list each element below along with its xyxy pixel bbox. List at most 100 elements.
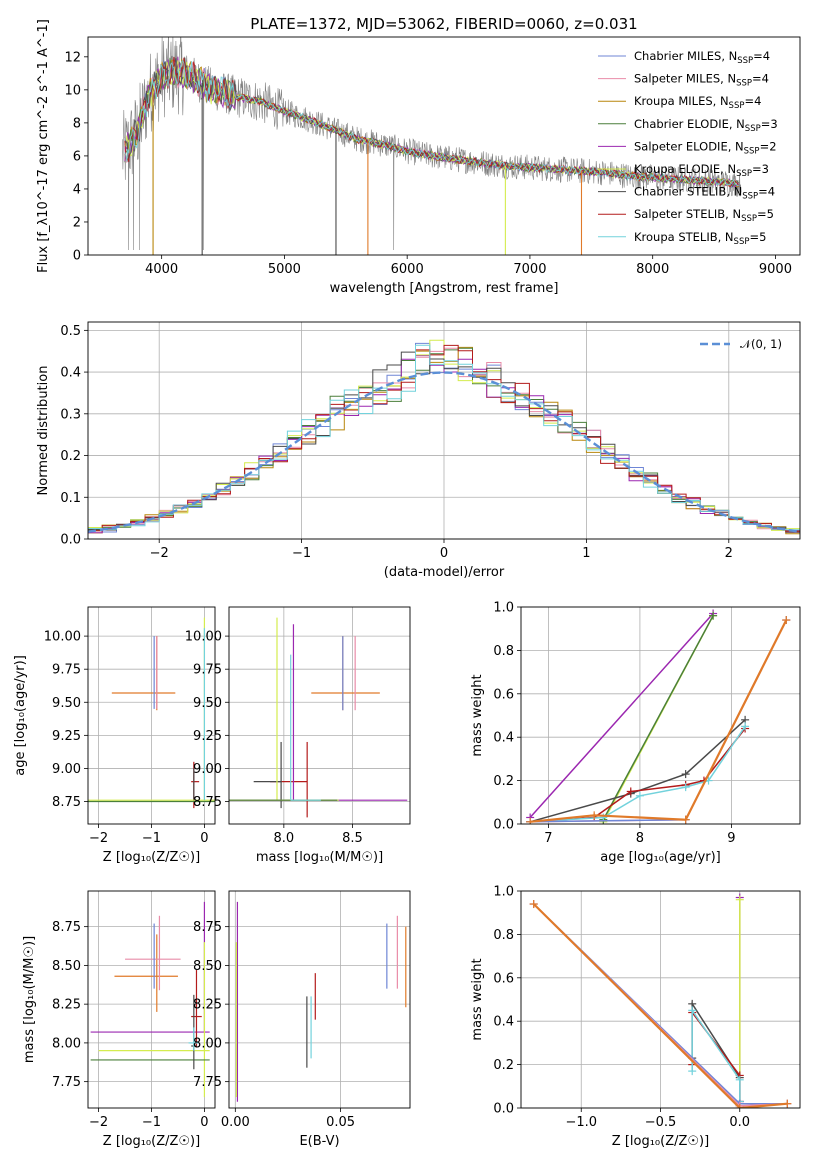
x-tick-label: 5000 [268, 262, 301, 277]
y-tick-label: 9.50 [52, 696, 81, 711]
y-tick-label: 8.75 [193, 920, 222, 935]
axes-residuals: −2 −1 0 1 2 0.0 0.1 0.2 0.3 0.4 0.5 (data-model)/er… [36, 321, 801, 580]
legend-entry: Salpeter STELIB, NSSP=5 [634, 207, 774, 224]
x-tick-label: 8 [636, 831, 644, 846]
axes-age_vs_mass: 8.0 8.5 8.75 9.00 9.25 9.50 9.75 10.00 mass [log… [185, 606, 411, 865]
y-tick-label: 0.4 [493, 1015, 514, 1030]
x-axis-label: Z [log₁₀(Z/Z☉)] [103, 1134, 200, 1149]
y-tick-label: 8.25 [193, 998, 222, 1013]
y-axis-label: mass [log₁₀(M/M☉)] [22, 936, 37, 1063]
y-tick-label: 8.00 [193, 1036, 222, 1051]
x-tick-label: 0.00 [221, 1115, 250, 1130]
x-tick-label: −1.0 [565, 1115, 597, 1130]
axes-frame [520, 890, 801, 1109]
model-line-kroupa_stelib [124, 59, 739, 187]
histogram-step-salpeter_stelib [88, 344, 800, 535]
x-axis-label: E(B-V) [299, 1134, 339, 1149]
y-tick-label: 0.2 [493, 1058, 514, 1073]
x-tick-label: 4000 [145, 262, 178, 277]
series-line [691, 1010, 741, 1102]
x-tick-label: 7000 [513, 262, 546, 277]
y-tick-label: 8.75 [193, 795, 222, 810]
legend-sub: SSP [745, 124, 761, 134]
legend-sub: SSP [744, 146, 760, 156]
y-tick-label: 9.25 [52, 729, 81, 744]
axes-frame [87, 36, 801, 256]
errorbar-cross [111, 636, 176, 711]
series-line [529, 619, 788, 823]
y-tick-label: 7.75 [193, 1075, 222, 1090]
legend-label: Chabrier ELODIE, N [634, 117, 745, 131]
legend-label: Kroupa MILES, N [634, 94, 729, 108]
x-tick-label: 0 [200, 831, 208, 846]
x-tick-label: 0.05 [326, 1115, 355, 1130]
legend-sub: SSP [741, 214, 757, 224]
x-tick-label: 8000 [636, 262, 669, 277]
y-tick-label: 10.00 [44, 630, 81, 645]
series-kroupa_stelib [526, 722, 750, 824]
errorbar-cross [229, 624, 408, 801]
x-tick-label: 9 [727, 831, 735, 846]
y-tick-label: 7.75 [52, 1075, 81, 1090]
errorbar-cross [191, 970, 202, 1048]
plot-area-mass_weight_vs_Z [529, 893, 792, 1108]
series-salpeter_elodie [526, 609, 718, 822]
y-tick-label: 0 [73, 249, 81, 264]
legend-tail: =4 [758, 185, 775, 199]
x-tick-label: 0.0 [729, 1115, 750, 1130]
plot-area-age_vs_mass [229, 617, 408, 818]
axes-mass_weight_vs_Z: −1.0 −0.5 0.0 0.0 0.2 0.4 0.6 0.8 1.0 Z [log₁₀(Z/… [470, 885, 801, 1149]
axes-frame [87, 890, 216, 1109]
legend-tail: =4 [752, 72, 769, 86]
legend-tail: =4 [753, 49, 770, 63]
y-tick-label: 8.00 [52, 1036, 81, 1051]
axes-mass_vs_ebv: 0.00 0.05 7.75 8.00 8.25 8.50 8.75 E(B-V) [193, 890, 411, 1149]
y-tick-label: 0.6 [493, 971, 514, 986]
axes-frame [520, 606, 801, 825]
axes-age_vs_Z: −2 −1 0 8.75 9.00 9.25 9.50 9.75 10.00 Z [log₁₀(Z… [13, 606, 216, 865]
series-salpeter_miles [526, 616, 791, 824]
x-tick-label: 8.5 [342, 831, 363, 846]
y-tick-label: 8.75 [52, 795, 81, 810]
x-axis-label: wavelength [Angstrom, rest frame] [330, 281, 559, 296]
legend-tail: =2 [760, 139, 777, 153]
plot-area-mass_vs_Z [90, 901, 210, 1098]
x-axis-label: Z [log₁₀(Z/Z☉)] [103, 850, 200, 865]
legend-entry: Salpeter MILES, NSSP=4 [634, 72, 769, 89]
series-line [530, 725, 746, 823]
x-axis-label: mass [log₁₀(M/M☉)] [256, 850, 383, 865]
series-line [602, 615, 714, 821]
legend-label: Kroupa ELODIE, N [634, 162, 736, 176]
legend-sub: SSP [736, 79, 752, 89]
legend-tail: =3 [752, 162, 769, 176]
y-tick-label: 8.25 [52, 998, 81, 1013]
x-axis-label: age [log₁₀(age/yr)] [600, 850, 721, 865]
y-tick-label: 4 [73, 182, 81, 197]
axes-mass_vs_Z: −2 −1 0 7.75 8.00 8.25 8.50 8.75 Z [log₁₀(Z/Z☉)]… [22, 890, 216, 1149]
y-tick-label: 9.25 [193, 729, 222, 744]
legend-label: Chabrier MILES, N [634, 49, 737, 63]
y-tick-label: 0.3 [60, 407, 81, 422]
y-tick-label: 0.0 [60, 533, 81, 548]
x-tick-label: −2 [89, 1115, 108, 1130]
errorbar-cross [90, 901, 210, 1033]
x-tick-label: −2 [89, 831, 108, 846]
legend-label: Chabrier STELIB, N [634, 185, 742, 199]
errorbar-cross [114, 934, 178, 1012]
x-axis-label: (data-model)/error [384, 565, 505, 580]
y-tick-label: 9.00 [52, 762, 81, 777]
series-kroupa_stelib [688, 1006, 744, 1106]
series-salpeter_stelib [688, 1008, 744, 1106]
axes-frame [87, 321, 801, 540]
y-axis-label: Flux [f_λ10^-17 erg cm^-2 s^-1 A^-1] [36, 19, 51, 273]
legend-sub: SSP [729, 101, 745, 111]
series-line [529, 719, 746, 823]
series-best [526, 616, 791, 824]
x-tick-label: −1 [292, 546, 311, 561]
legend-entry: Salpeter ELODIE, NSSP=2 [634, 139, 777, 156]
y-tick-label: 0.2 [493, 774, 514, 789]
y-axis-label: mass weight [470, 958, 485, 1040]
series-salpeter_stelib [526, 724, 750, 824]
plot-area-mass_vs_ebv [235, 901, 407, 1102]
